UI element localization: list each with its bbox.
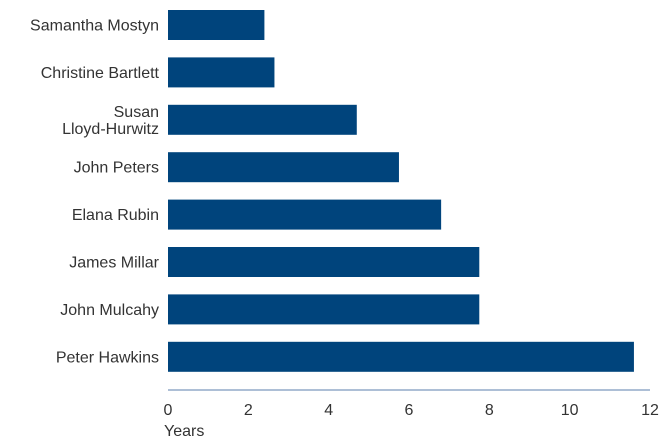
- bar: [168, 104, 357, 135]
- category-label: Susan Lloyd-Hurwitz: [62, 104, 159, 138]
- bar: [168, 341, 634, 372]
- category-label: Samantha Mostyn: [30, 18, 159, 35]
- bar: [168, 294, 480, 325]
- x-tick-labels: 0 2 4 6 8 10 12: [164, 402, 659, 419]
- x-tick-label: 8: [485, 402, 494, 419]
- x-tick-label: 2: [244, 402, 253, 419]
- category-labels: Samantha Mostyn Christine Bartlett Susan Ll…: [30, 18, 160, 367]
- x-tick-label: 6: [405, 402, 414, 419]
- bar: [168, 57, 275, 88]
- category-label: John Peters: [74, 160, 159, 177]
- bar: [168, 152, 399, 183]
- x-tick-label: 12: [641, 402, 659, 419]
- category-label: Peter Hawkins: [56, 349, 159, 366]
- x-tick-label: 10: [561, 402, 579, 419]
- category-label: Christine Bartlett: [41, 65, 160, 82]
- x-tick-label: 0: [164, 402, 173, 419]
- bar: [168, 10, 265, 40]
- category-label: John Mulcahy: [60, 302, 159, 319]
- category-label: Elana Rubin: [72, 207, 159, 224]
- bars-group: [168, 10, 634, 372]
- x-tick-label: 4: [324, 402, 333, 419]
- bar: [168, 247, 480, 277]
- bar: [168, 199, 442, 230]
- x-axis-label: Years: [164, 423, 204, 437]
- category-label: James Millar: [69, 255, 159, 272]
